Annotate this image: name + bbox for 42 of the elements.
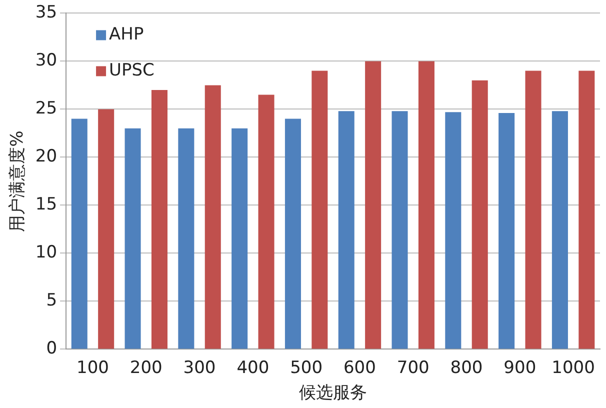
x-tick-label: 300: [183, 358, 216, 378]
bar: [392, 111, 408, 349]
y-tick-label: 35: [35, 2, 58, 23]
x-axis-title: 候选服务: [299, 383, 368, 404]
x-tick-label: 100: [76, 358, 109, 378]
y-tick-label: 10: [35, 242, 58, 263]
bar: [472, 80, 488, 349]
bar: [338, 111, 354, 349]
x-tick-label: 800: [450, 358, 483, 378]
bar: [98, 109, 114, 349]
bar: [178, 128, 194, 349]
bar: [445, 112, 462, 349]
x-tick-label: 400: [236, 358, 270, 378]
bar: [418, 61, 434, 349]
y-tick-label: 25: [35, 98, 58, 119]
x-tick-label: 600: [343, 358, 376, 378]
bar: [124, 128, 141, 349]
y-tick-label: 30: [35, 50, 58, 71]
bar: [232, 128, 248, 349]
bar: [312, 70, 328, 349]
y-tick-label: 5: [46, 290, 58, 311]
x-tick-label: 200: [130, 358, 162, 378]
x-tick-label: 700: [396, 358, 430, 378]
bar: [365, 61, 382, 349]
x-tick-label: 1000: [552, 358, 595, 378]
bar: [151, 90, 168, 349]
y-axis-title: 用户满意度%: [8, 130, 28, 232]
bar: [525, 70, 542, 349]
bar: [552, 111, 568, 349]
bar: [71, 118, 88, 349]
legend-label: AHP: [109, 24, 144, 45]
legend-label: UPSC: [109, 60, 154, 81]
bar: [578, 70, 595, 349]
bar: [204, 85, 221, 349]
y-tick-label: 15: [35, 194, 58, 215]
bar: [498, 113, 515, 349]
x-tick-label: 900: [504, 358, 536, 378]
y-tick-label: 0: [46, 338, 58, 359]
y-tick-label: 20: [35, 146, 58, 167]
bar: [284, 118, 301, 349]
x-tick-label: 500: [290, 358, 323, 378]
bar: [258, 94, 274, 349]
